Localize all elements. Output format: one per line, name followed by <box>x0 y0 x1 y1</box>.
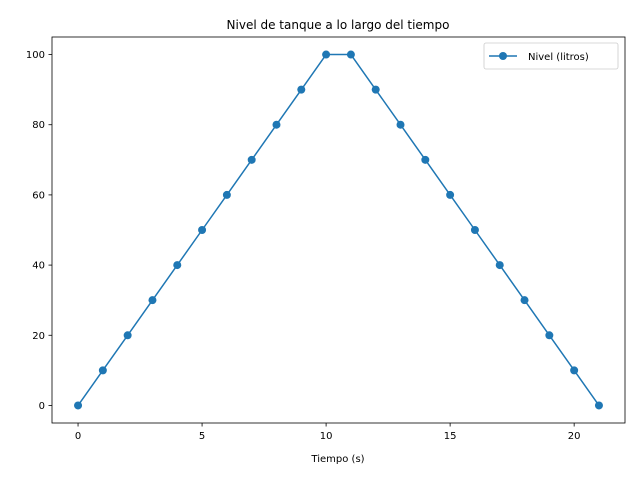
series-line-0 <box>77 53 600 406</box>
x-tick-label: 10 <box>320 431 333 442</box>
legend-box <box>483 42 619 70</box>
data-point <box>123 331 132 340</box>
data-point <box>247 155 256 164</box>
data-point <box>98 366 107 375</box>
data-point <box>173 261 182 270</box>
axes-frame <box>51 36 626 424</box>
y-tick-label: 80 <box>32 120 45 131</box>
y-tick-label: 100 <box>26 50 45 61</box>
data-point <box>495 261 504 270</box>
data-point <box>74 401 83 410</box>
data-point <box>396 120 405 129</box>
plot-area: 0 5 10 15 20 0 20 40 60 80 100 <box>26 36 626 442</box>
data-point <box>421 155 430 164</box>
data-point <box>322 50 331 59</box>
legend-marker <box>499 52 507 60</box>
x-tick-label: 15 <box>444 431 457 442</box>
x-axis-label: Tiempo (s) <box>310 454 364 465</box>
data-point <box>371 85 380 94</box>
data-point <box>346 50 355 59</box>
y-tick-label: 0 <box>39 401 45 412</box>
y-tick-label: 20 <box>32 331 45 342</box>
x-tick-label: 0 <box>75 431 81 442</box>
data-point <box>470 226 479 234</box>
y-tick-label: 40 <box>32 261 45 272</box>
legend-label: Nivel (litros) <box>528 52 589 63</box>
chart-title: Nivel de tanque a lo largo del tiempo <box>227 18 450 32</box>
data-point <box>297 85 306 94</box>
data-point <box>594 401 603 410</box>
data-point <box>222 190 231 199</box>
data-point <box>520 296 529 305</box>
x-tick-label: 5 <box>199 431 205 442</box>
data-point <box>148 296 157 305</box>
data-point <box>272 120 281 129</box>
data-point <box>198 226 207 234</box>
legend: Nivel (litros) <box>483 42 619 70</box>
data-point <box>446 190 455 199</box>
y-tick-label: 60 <box>32 190 45 201</box>
x-tick-label: 20 <box>568 431 581 442</box>
data-point <box>570 366 579 375</box>
data-point <box>545 331 554 340</box>
